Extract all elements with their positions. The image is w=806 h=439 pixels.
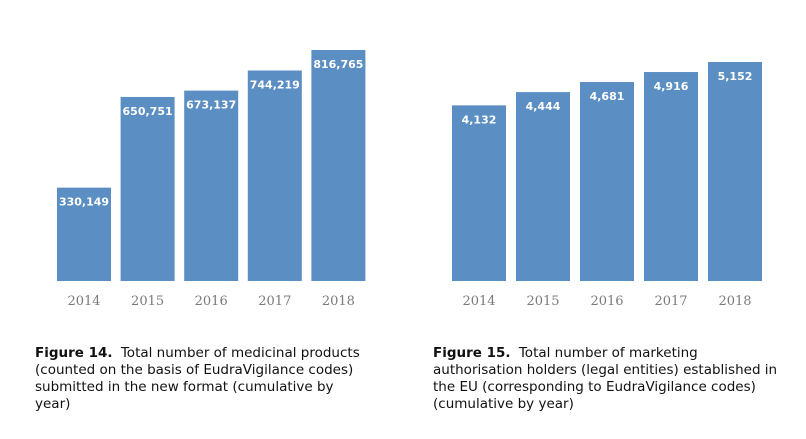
data-label-2018: 816,765 — [313, 58, 363, 71]
data-label-2014: 4,132 — [462, 113, 497, 126]
x-tick-2016: 2016 — [195, 294, 228, 309]
figure-15-chart: 4,132 2014 4,444 2015 4,681 2016 4,916 2017 5,15… — [452, 62, 762, 309]
data-label-2017: 744,219 — [250, 79, 300, 92]
bar-2015 — [120, 96, 175, 281]
bar-2018 — [708, 62, 762, 281]
figure-15-number: Figure 15. — [433, 345, 511, 361]
bar-2018 — [311, 50, 366, 281]
figure-14-caption-text: Total number of medicinal products (coun… — [35, 345, 360, 412]
x-tick-2017: 2017 — [654, 294, 687, 309]
data-label-2016: 4,681 — [590, 90, 625, 103]
data-label-2017: 4,916 — [654, 80, 689, 93]
x-tick-2018: 2018 — [322, 294, 355, 309]
x-tick-2018: 2018 — [718, 294, 751, 309]
data-label-2016: 673,137 — [186, 99, 236, 112]
bar-2017 — [644, 72, 698, 281]
x-tick-2014: 2014 — [462, 294, 495, 309]
bar-2014 — [452, 105, 506, 282]
bar-2016 — [184, 90, 239, 282]
data-label-2015: 650,751 — [123, 105, 173, 118]
x-tick-2017: 2017 — [258, 294, 291, 309]
data-label-2015: 4,444 — [526, 100, 561, 113]
figure-15-caption: Figure 15. Total number of marketing aut… — [433, 345, 783, 413]
bar-2017 — [247, 70, 302, 281]
x-tick-2014: 2014 — [67, 294, 100, 309]
data-label-2014: 330,149 — [59, 196, 109, 209]
bar-2016 — [580, 82, 634, 282]
figure-14-chart: 330,149 2014 650,751 2015 673,137 2016 744,219… — [57, 50, 366, 309]
figure-15-caption-text: Total number of marketing authorisation … — [433, 345, 778, 412]
figure-14-number: Figure 14. — [35, 345, 113, 361]
bar-2015 — [516, 92, 570, 282]
figure-14-caption: Figure 14. Total number of medicinal pro… — [35, 345, 365, 413]
bar-2014 — [57, 187, 111, 281]
x-tick-2015: 2015 — [526, 294, 559, 309]
x-tick-2015: 2015 — [131, 294, 164, 309]
x-tick-2016: 2016 — [590, 294, 623, 309]
data-label-2018: 5,152 — [718, 70, 753, 83]
